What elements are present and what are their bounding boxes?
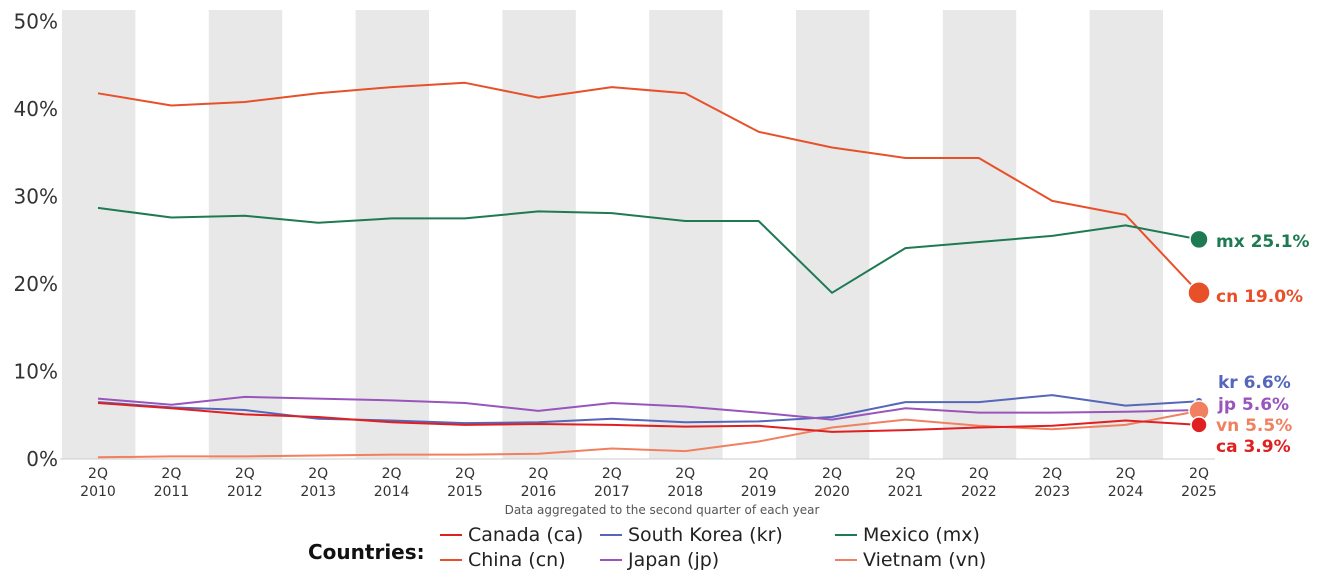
- x-tick-label: 2012: [227, 484, 263, 500]
- shaded-band: [355, 10, 429, 459]
- x-tick-label: 2Q: [675, 466, 695, 482]
- x-tick-label: 2Q: [88, 466, 108, 482]
- series-line-mx: [97, 206, 1200, 294]
- x-tick-label: 2Q: [455, 466, 475, 482]
- end-label-vn: vn 5.5%: [1216, 416, 1292, 436]
- x-tick-label: 2024: [1108, 484, 1144, 500]
- legend-label-kr: South Korea (kr): [628, 524, 783, 546]
- end-label-mx: mx 25.1%: [1216, 232, 1310, 252]
- shaded-bands: [62, 10, 1163, 459]
- x-tick-label: 2Q: [235, 466, 255, 482]
- shaded-band: [796, 10, 870, 459]
- x-tick-label: 2010: [80, 484, 116, 500]
- y-axis-ticks: 0% 10% 20% 30% 40% 50%: [14, 10, 58, 472]
- series-line-ca: [97, 402, 1200, 433]
- x-tick-label: 2Q: [528, 466, 548, 482]
- y-tick-label: 10%: [14, 360, 58, 384]
- x-tick-label: 2Q: [161, 466, 181, 482]
- y-tick-label: 0%: [26, 447, 58, 471]
- x-tick-label: 2015: [447, 484, 483, 500]
- x-tick-label: 2019: [741, 484, 777, 500]
- shaded-band: [1089, 10, 1163, 459]
- x-tick-label: 2011: [154, 484, 190, 500]
- legend-label-jp: Japan (jp): [627, 549, 719, 571]
- x-tick-label: 2023: [1034, 484, 1070, 500]
- x-tick-label: 2Q: [382, 466, 402, 482]
- x-tick-label: 2025: [1181, 484, 1217, 500]
- y-tick-label: 50%: [14, 10, 58, 34]
- x-tick-label: 2Q: [969, 466, 989, 482]
- x-tick-label: 2021: [888, 484, 924, 500]
- legend-label-vn: Vietnam (vn): [863, 549, 986, 571]
- x-tick-label: 2Q: [822, 466, 842, 482]
- legend-label-ca: Canada (ca): [468, 524, 583, 546]
- x-tick-label: 2013: [300, 484, 336, 500]
- end-label-ca: ca 3.9%: [1216, 437, 1291, 457]
- x-tick-label: 2022: [961, 484, 997, 500]
- endpoint-marker-ca: [1190, 416, 1208, 434]
- y-tick-label: 40%: [14, 97, 58, 121]
- x-tick-label: 2020: [814, 484, 850, 500]
- x-tick-label: 2Q: [1116, 466, 1136, 482]
- x-tick-label: 2Q: [895, 466, 915, 482]
- y-tick-label: 20%: [14, 272, 58, 296]
- x-tick-label: 2014: [374, 484, 410, 500]
- shaded-band: [649, 10, 723, 459]
- end-label-jp: jp 5.6%: [1217, 395, 1289, 415]
- series-line-cn: [97, 81, 1200, 294]
- end-label-kr: kr 6.6%: [1218, 373, 1291, 393]
- series-line-kr: [97, 394, 1200, 425]
- x-tick-label: 2Q: [308, 466, 328, 482]
- y-tick-label: 30%: [14, 185, 58, 209]
- x-tick-label: 2Q: [602, 466, 622, 482]
- x-tick-label: 2Q: [1042, 466, 1062, 482]
- series-line-jp: [97, 395, 1200, 421]
- legend-label-cn: China (cn): [468, 549, 566, 571]
- x-tick-label: 2016: [521, 484, 557, 500]
- shaded-band: [208, 10, 283, 459]
- x-axis-ticks: 2Q 2010 2Q 2011 2Q 2012 2Q 2013 2Q 2014 2Q 2015 2Q 20…: [80, 466, 1217, 500]
- shaded-band: [942, 10, 1017, 459]
- x-tick-label: 2018: [667, 484, 703, 500]
- series-lines: [97, 81, 1200, 459]
- endpoint-marker-cn: [1187, 281, 1211, 305]
- x-tick-label: 2Q: [1189, 466, 1209, 482]
- series-endpoints: cn 19.0% mx 25.1% kr 6.6%jp 5.6%vn 5.5%ca …: [1187, 229, 1310, 457]
- shaded-band: [502, 10, 576, 459]
- endpoint-marker-mx: [1189, 229, 1209, 250]
- shaded-band: [62, 10, 136, 459]
- legend-label-mx: Mexico (mx): [863, 524, 980, 546]
- x-tick-label: 2Q: [749, 466, 769, 482]
- chart-caption: Data aggregated to the second quarter of…: [505, 503, 820, 517]
- legend-title: Countries:: [308, 540, 425, 564]
- end-label-cn: cn 19.0%: [1216, 287, 1303, 307]
- x-tick-label: 2017: [594, 484, 630, 500]
- legend: Countries: Canada (ca) South Korea (kr) Me…: [308, 524, 986, 571]
